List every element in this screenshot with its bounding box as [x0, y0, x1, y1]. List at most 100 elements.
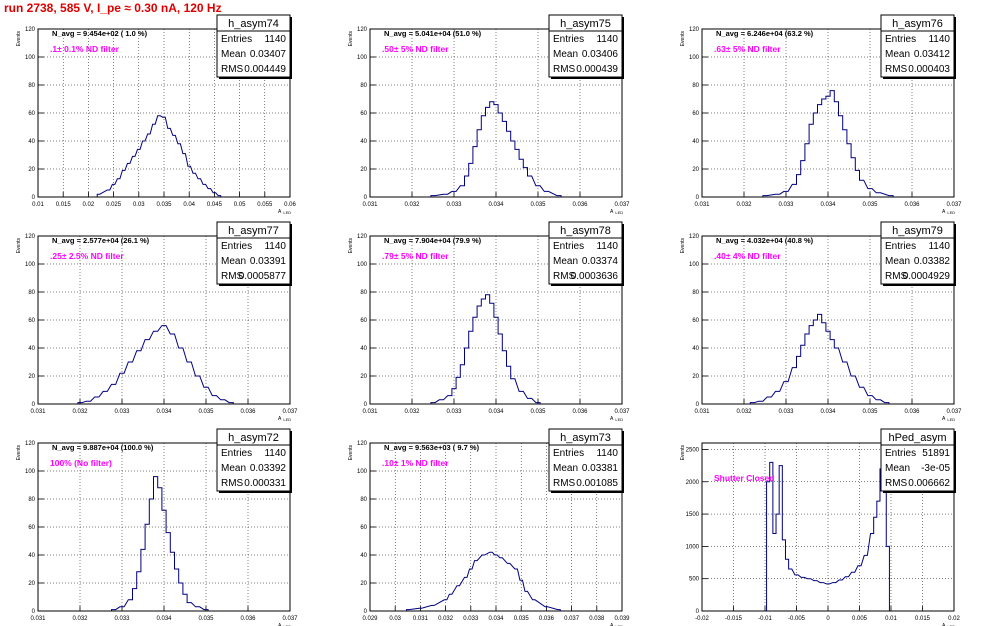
- stats-mean-label: Mean: [553, 49, 578, 60]
- y-tick-label: 40: [692, 346, 699, 352]
- x-tick-label: 0.036: [904, 202, 920, 208]
- y-axis-label: Events: [16, 31, 22, 47]
- stats-mean-label: Mean: [885, 256, 910, 267]
- stats-entries-value: 1140: [596, 34, 618, 45]
- y-axis-label: Events: [16, 238, 22, 254]
- stats-mean-label: Mean: [885, 463, 910, 474]
- x-tick-label: 0.055: [257, 202, 273, 208]
- y-tick-label: 120: [25, 441, 36, 447]
- x-tick-label: 0.037: [564, 616, 580, 622]
- x-tick-label: 0.015: [915, 616, 931, 622]
- x-tick-label: 0.037: [946, 202, 962, 208]
- x-tick-label: 0.032: [438, 616, 454, 622]
- filter-label: .10± 1% ND filter: [382, 458, 449, 468]
- stats-histogram-name: h_asym74: [228, 18, 279, 30]
- stats-rms-label: RMS: [221, 478, 244, 489]
- x-tick-label: 0.035: [198, 409, 214, 415]
- x-tick-label: 0.035: [514, 616, 530, 622]
- stats-rms-label: RMS: [553, 478, 576, 489]
- y-tick-label: 80: [28, 83, 35, 89]
- histogram-pad-h_asym78: 0.031 0.032 0.033 0.034 0.035 0.036 0.037 0 20 40…: [348, 221, 630, 422]
- stats-box: [216, 14, 291, 78]
- x-tick-label: 0.015: [56, 202, 72, 208]
- y-tick-label: 120: [689, 27, 700, 33]
- y-tick-label: 100: [25, 55, 36, 61]
- x-tick-label: 0.035: [198, 616, 214, 622]
- y-tick-label: 60: [360, 525, 367, 531]
- stats-entries-value: 1140: [264, 241, 286, 252]
- y-tick-label: 80: [692, 83, 699, 89]
- x-tick-label: 0.031: [694, 409, 710, 415]
- n-avg-label: N_avg = 9.887e+04 (100.0 %): [52, 443, 154, 452]
- x-tick-label: 0.033: [778, 409, 794, 415]
- x-tick-label: 0: [826, 616, 830, 622]
- x-tick-label: 0.034: [156, 409, 172, 415]
- x-tick-label: -0.005: [788, 616, 806, 622]
- y-tick-label: 40: [360, 553, 367, 559]
- x-tick-label: 0.05: [234, 202, 246, 208]
- x-tick-label: 0.01: [32, 202, 44, 208]
- x-tick-label: 0.031: [30, 616, 46, 622]
- x-tick-label: -0.015: [725, 616, 743, 622]
- plot-frame: [701, 235, 955, 405]
- y-tick-label: 60: [360, 111, 367, 117]
- y-axis-label: Events: [680, 238, 686, 254]
- y-tick-label: 100: [25, 262, 36, 268]
- y-tick-label: 0: [696, 609, 700, 615]
- y-tick-label: 20: [28, 581, 35, 587]
- stats-entries-label: Entries: [553, 241, 584, 252]
- y-tick-label: 120: [357, 234, 368, 240]
- stats-mean-label: Mean: [885, 49, 910, 60]
- stats-rms-value: 0.000331: [244, 478, 286, 489]
- x-tick-label: 0.06: [284, 202, 296, 208]
- stats-mean-label: Mean: [221, 256, 246, 267]
- y-tick-label: 1000: [686, 544, 700, 550]
- filter-label: .79± 5% ND filter: [382, 251, 449, 261]
- stats-rms-label: RMS: [553, 271, 576, 282]
- stats-entries-label: Entries: [885, 241, 916, 252]
- x-tick-label: 0.02: [83, 202, 95, 208]
- stats-rms-value: 0.001085: [576, 478, 618, 489]
- x-tick-label: 0.03: [389, 616, 401, 622]
- stats-histogram-name: h_asym72: [228, 432, 279, 444]
- y-tick-label: 80: [360, 497, 367, 503]
- x-tick-label: 0.037: [946, 409, 962, 415]
- x-tick-label: 0.029: [362, 616, 378, 622]
- histogram-series: [430, 294, 541, 404]
- x-tick-label: 0.036: [904, 409, 920, 415]
- y-axis-label: Events: [348, 31, 354, 47]
- x-tick-label: 0.031: [413, 616, 429, 622]
- stats-rms-label: RMS: [553, 64, 576, 75]
- x-tick-label: 0.034: [488, 616, 504, 622]
- y-tick-label: 100: [357, 55, 368, 61]
- x-tick-label: 0.036: [572, 202, 588, 208]
- y-tick-label: 2000: [686, 480, 700, 486]
- histogram-series: [430, 101, 562, 197]
- y-tick-label: 40: [360, 346, 367, 352]
- stats-rms-value: 0.000403: [908, 64, 950, 75]
- stats-mean-value: 0.03392: [250, 463, 287, 474]
- plot-frame: [37, 442, 291, 612]
- stats-entries-label: Entries: [221, 34, 252, 45]
- x-tick-label: 0.033: [114, 409, 130, 415]
- y-tick-label: 100: [689, 55, 700, 61]
- y-tick-label: 80: [360, 83, 367, 89]
- x-tick-label: 0.01: [885, 616, 897, 622]
- y-tick-label: 60: [692, 318, 699, 324]
- stats-rms-value: 0.0003636: [571, 271, 619, 282]
- stats-entries-value: 1140: [928, 241, 950, 252]
- stats-rms-value: 0.0005877: [239, 271, 287, 282]
- y-tick-label: 40: [28, 553, 35, 559]
- stats-mean-value: 0.03412: [914, 49, 951, 60]
- y-tick-label: 80: [28, 290, 35, 296]
- histogram-series: [77, 325, 234, 404]
- stats-rms-label: RMS: [221, 64, 244, 75]
- filter-label: .25± 2.5% ND filter: [50, 251, 124, 261]
- y-tick-label: 40: [28, 139, 35, 145]
- y-tick-label: 60: [692, 111, 699, 117]
- y-tick-label: 120: [357, 441, 368, 447]
- x-tick-label: 0.031: [30, 409, 46, 415]
- stats-mean-value: 0.03391: [250, 256, 287, 267]
